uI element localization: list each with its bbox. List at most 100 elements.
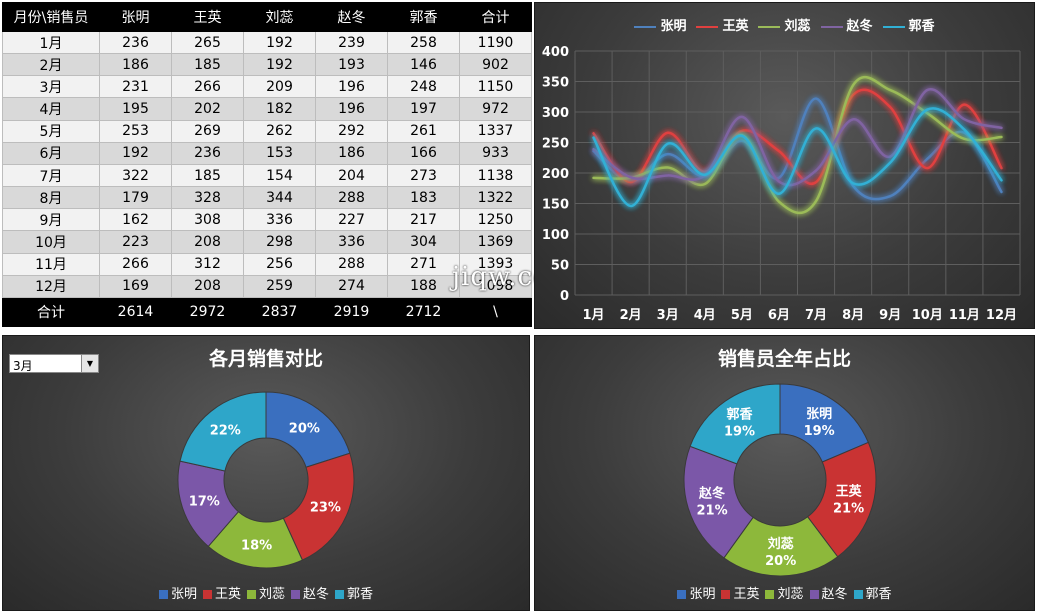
table-total-cell: 2712: [387, 297, 460, 327]
table-cell: 322: [99, 163, 172, 188]
line-chart: 0 50 100 150 200 250 300 350 400 1月 2月 3月 4月 5月 6月 7月 8月…: [542, 45, 1021, 323]
donut-slice-郭香: [179, 391, 267, 472]
dropdown-arrow-icon[interactable]: ▼: [81, 355, 98, 372]
legend-label: 张明: [170, 587, 197, 602]
slice-percent-label: 18%: [241, 538, 272, 553]
table-cell: 197: [387, 97, 460, 121]
table-cell: 336: [243, 208, 316, 232]
annual-donut-chart: 张明 19% 王英 21% 刘蕊 20% 赵冬 21% 郭香 19%: [683, 383, 877, 577]
line-chart-panel: 张明 王英 刘蕊 赵冬 郭香 0 50 100 150 200 250 300 350 400 1月 2月 3…: [534, 2, 1035, 329]
table-total-row: 合计 2614 2972 2837 2919 2712 \: [2, 297, 532, 327]
table-header-cell: 刘蕊: [243, 2, 316, 32]
x-tick-label: 10月: [912, 308, 943, 323]
table-cell: 1393: [459, 252, 532, 276]
slice-percent-label: 21%: [833, 501, 864, 516]
legend-item: 刘蕊: [765, 583, 804, 602]
legend-label: 王英: [722, 19, 749, 34]
table-cell: 259: [243, 274, 316, 299]
legend-swatch-icon: [721, 590, 731, 599]
table-cell: 288: [315, 186, 388, 210]
legend-label: 郭香: [347, 587, 374, 602]
table-total-cell: 2919: [315, 297, 388, 327]
slice-percent-label: 19%: [804, 424, 835, 439]
donut-slice-郭香: [689, 383, 781, 465]
table-cell: 292: [315, 119, 388, 143]
table-cell: 258: [387, 30, 460, 55]
table-cell: 209: [243, 75, 316, 99]
table-header-cell: 赵冬: [315, 2, 388, 32]
legend-item: 刘蕊: [758, 15, 811, 34]
monthly-donut-panel: 各月销售对比 3月 ▼ 20% 23% 18% 17% 22% 张明 王英 刘蕊 赵冬 郭香: [2, 335, 530, 611]
table-cell: 1250: [459, 208, 532, 232]
table-cell: 4月: [2, 97, 100, 121]
table-cell: 274: [315, 274, 388, 299]
series-line-王英: [592, 88, 1003, 186]
legend-label: 刘蕊: [784, 19, 811, 34]
x-tick-label: 2月: [620, 308, 642, 323]
table-total-cell: 2837: [243, 297, 316, 327]
table-row: 6月 192 236 153 186 166 933: [2, 141, 532, 165]
table-cell: 902: [459, 53, 532, 77]
legend-label: 王英: [733, 587, 760, 602]
table-cell: 1369: [459, 230, 532, 254]
legend-label: 刘蕊: [777, 587, 804, 602]
slice-category-label: 刘蕊: [768, 536, 794, 552]
legend-label: 赵冬: [821, 587, 848, 602]
legend-item: 郭香: [335, 583, 373, 602]
table-cell: 169: [99, 274, 172, 299]
y-tick-label: 350: [542, 76, 569, 91]
series-line-张明: [592, 97, 1003, 201]
table-cell: 192: [99, 141, 172, 165]
legend-swatch-icon: [246, 590, 256, 599]
slice-category-label: 赵冬: [698, 486, 725, 502]
table-cell: 196: [315, 75, 388, 99]
legend-item: 张明: [158, 583, 197, 602]
series-line-郭香: [592, 107, 1003, 208]
table-row: 8月 179 328 344 288 183 1322: [2, 186, 532, 210]
table-cell: 2月: [2, 53, 100, 77]
series-line-刘蕊: [592, 76, 1003, 215]
slice-percent-label: 23%: [310, 500, 341, 515]
table-cell: 6月: [2, 141, 100, 165]
table-cell: 253: [99, 119, 172, 143]
y-tick-label: 400: [542, 45, 569, 60]
table-cell: 192: [243, 53, 316, 77]
table-cell: 227: [315, 208, 388, 232]
table-body: 1月 236 265 192 239 258 1190 2月 186 185 192 193 146 90…: [2, 30, 532, 299]
x-tick-label: 1月: [583, 308, 605, 323]
table-cell: 933: [459, 141, 532, 165]
y-tick-label: 100: [542, 228, 569, 243]
table-cell: 3月: [2, 75, 100, 99]
x-tick-label: 11月: [949, 308, 980, 323]
legend-item: 刘蕊: [246, 583, 285, 602]
y-tick-label: 200: [542, 167, 569, 182]
table-cell: 239: [315, 30, 388, 55]
legend-item: 王英: [696, 15, 748, 34]
legend-line-icon: [696, 25, 719, 28]
table-cell: 972: [459, 97, 532, 121]
legend-swatch-icon: [765, 590, 775, 599]
legend-label: 郭香: [865, 587, 892, 602]
table-row: 9月 162 308 336 227 217 1250: [2, 208, 532, 232]
table-cell: 261: [387, 119, 460, 143]
table-cell: 266: [99, 252, 172, 276]
legend-label: 张明: [689, 587, 716, 602]
x-tick-label: 6月: [768, 308, 790, 323]
y-tick-label: 0: [560, 289, 569, 304]
month-dropdown[interactable]: 3月 ▼: [9, 354, 99, 373]
legend-line-icon: [758, 25, 781, 28]
legend-swatch-icon: [335, 590, 345, 599]
table-header-cell: 王英: [171, 2, 244, 32]
slice-percent-label: 20%: [765, 554, 796, 569]
table-cell: 1月: [2, 30, 100, 55]
legend-label: 张明: [660, 19, 687, 34]
table-header-cell: 张明: [99, 2, 172, 32]
table-cell: 202: [171, 97, 244, 121]
table-cell: 183: [387, 186, 460, 210]
table-cell: 248: [387, 75, 460, 99]
table-cell: 231: [99, 75, 172, 99]
donut-slice-赵冬: [683, 445, 754, 559]
x-tick-label: 3月: [657, 308, 679, 323]
x-tick-label: 8月: [842, 308, 864, 323]
x-tick-label: 12月: [986, 308, 1017, 323]
